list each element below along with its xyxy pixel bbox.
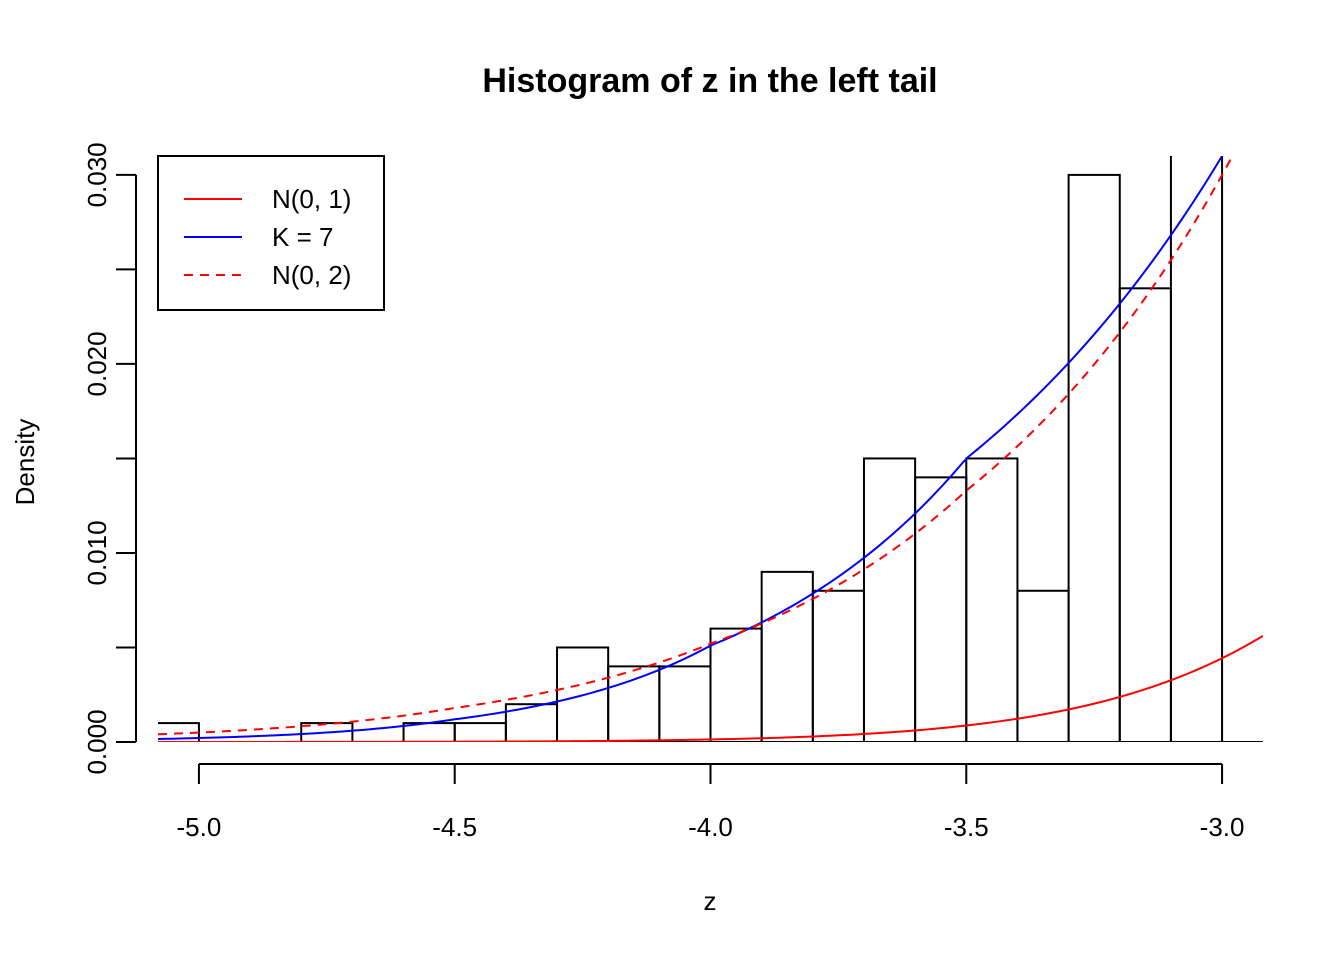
legend-label-0: N(0, 1) (272, 184, 351, 214)
histogram-bar-16 (965, 457, 1019, 742)
series-line-2 (158, 156, 1234, 736)
x-axis: -5.0 -4.5 -4.0 -3.5 -3.0 (177, 763, 1245, 842)
plot-content (158, 156, 1263, 742)
x-tick-label-4: -3.0 (1200, 812, 1245, 842)
histogram-bar-15 (914, 476, 968, 742)
y-axis-label: Density (10, 419, 40, 506)
histogram-bar-14 (862, 457, 917, 742)
y-tick-label-2: 0.010 (82, 520, 112, 585)
x-tick-label-1: -4.5 (432, 812, 477, 842)
x-tick-label-3: -3.5 (944, 812, 989, 842)
histogram-bar-11 (709, 627, 763, 742)
y-tick-label-4: 0.020 (82, 331, 112, 396)
histogram-bar-19 (1118, 287, 1172, 742)
legend: N(0, 1) K = 7 N(0, 2) (157, 155, 385, 311)
x-axis-label: z (704, 886, 717, 916)
histogram-bar-10 (658, 665, 712, 742)
plot-area (158, 156, 1263, 742)
chart-title: Histogram of z in the left tail (482, 62, 937, 100)
series-line-1 (158, 156, 1224, 740)
histogram-bar-9 (607, 665, 661, 742)
y-tick-label-6: 0.030 (82, 142, 112, 207)
histogram-bar-18 (1067, 173, 1121, 742)
series-line-0 (158, 634, 1263, 742)
legend-box (157, 155, 385, 311)
legend-label-1: K = 7 (272, 222, 333, 252)
histogram-bar-6 (453, 722, 507, 742)
y-tick-label-0: 0.000 (82, 709, 112, 774)
legend-label-2: N(0, 2) (272, 260, 351, 290)
histogram-bar-17 (1016, 589, 1070, 742)
y-axis: 0.000 0.010 0.020 0.030 (82, 142, 137, 775)
histogram-bar-13 (811, 589, 865, 742)
histogram-bar-3 (300, 722, 354, 742)
x-tick-label-0: -5.0 (177, 812, 222, 842)
x-tick-label-2: -4.0 (688, 812, 733, 842)
